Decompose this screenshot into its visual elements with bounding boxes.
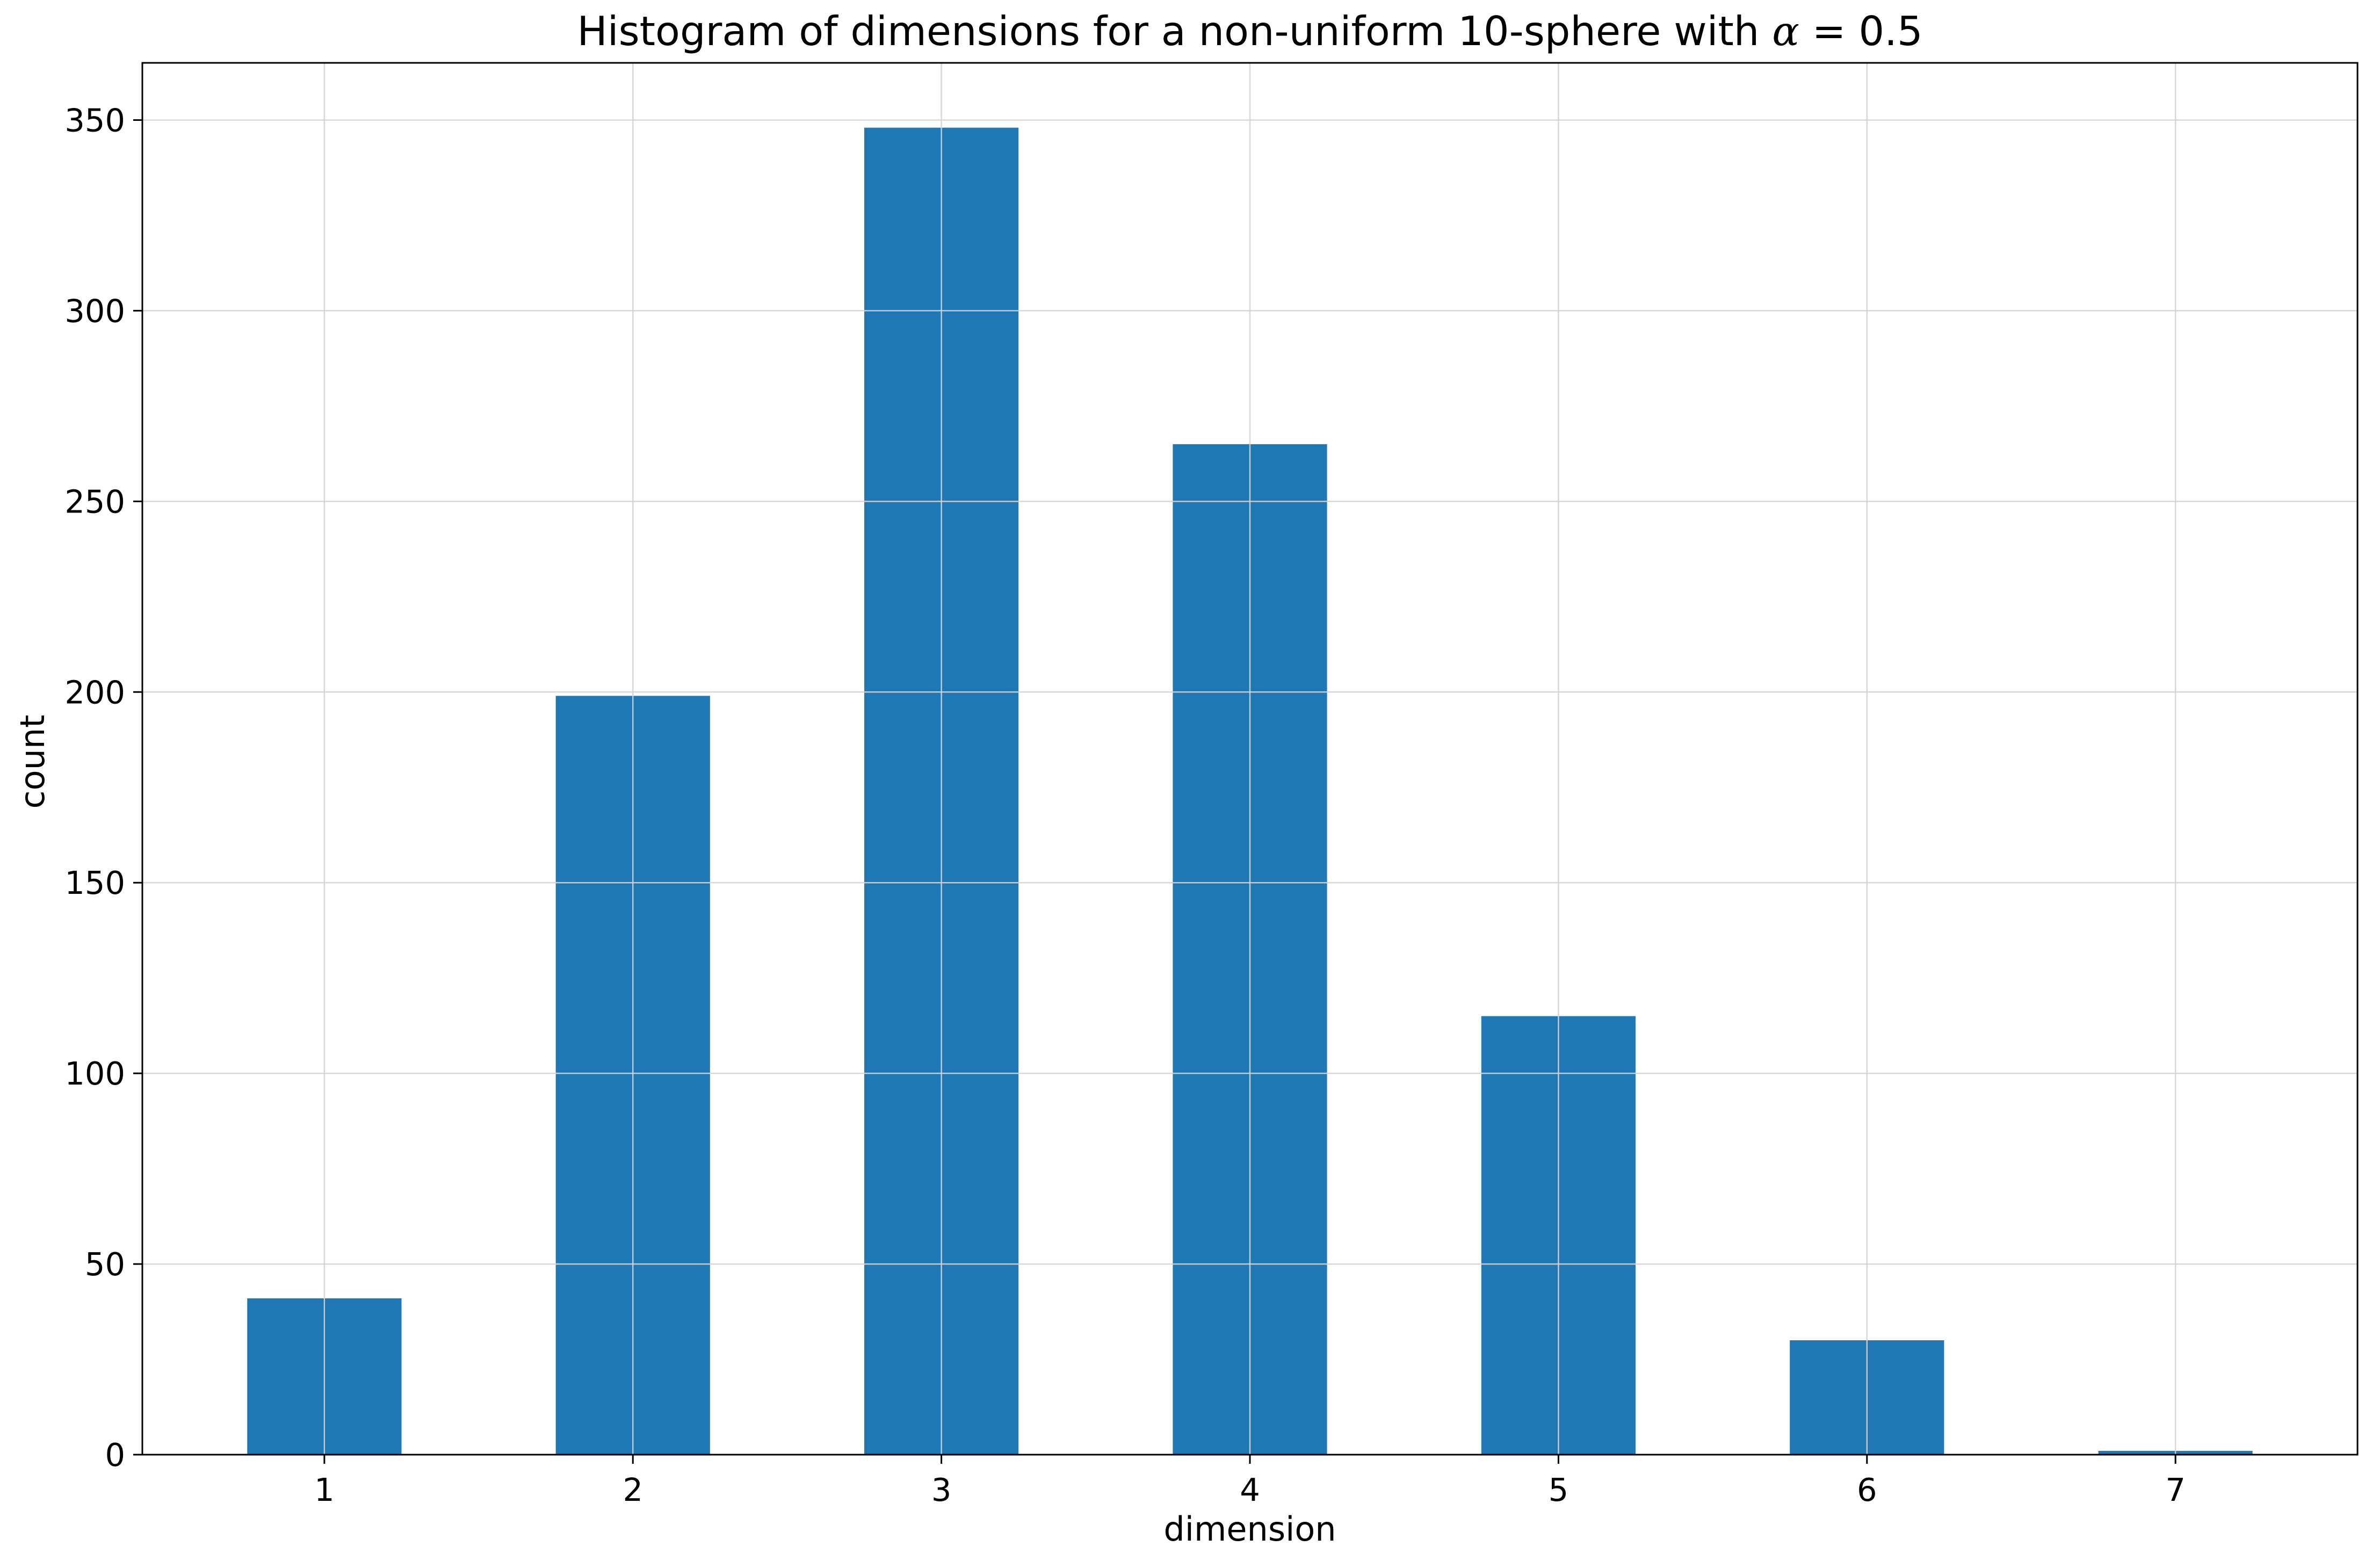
y-tick-label: 350 [64,102,125,139]
x-tick-label: 2 [623,1471,643,1508]
axes [133,62,2359,1464]
x-tick-label: 3 [931,1471,952,1508]
y-tick-label: 300 [64,292,125,329]
y-axis-label: count [13,715,52,809]
chart-title: Histogram of dimensions for a non-unifor… [577,8,1922,55]
chart-title-symbol: α [1772,8,1799,55]
y-tick-label: 50 [85,1246,125,1283]
y-tick-label: 200 [64,674,125,711]
y-tick-label: 150 [64,864,125,901]
x-axis-label: dimension [1163,1509,1336,1549]
y-tick-label: 100 [64,1055,125,1092]
chart-title-prefix: Histogram of dimensions for a non-unifor… [577,8,1772,55]
x-tick-label: 7 [2165,1471,2186,1508]
tick-labels: 0 50 100 150 200 250 300 350 1 2 3 4 5 6 7 [64,102,2186,1508]
y-tick-label: 0 [105,1436,125,1473]
x-tick-label: 5 [1549,1471,1569,1508]
y-tick-label: 250 [64,483,125,520]
x-tick-label: 6 [1857,1471,1877,1508]
x-tick-label: 4 [1240,1471,1260,1508]
x-tick-label: 1 [314,1471,335,1508]
chart-title-suffix: = 0.5 [1799,8,1923,55]
